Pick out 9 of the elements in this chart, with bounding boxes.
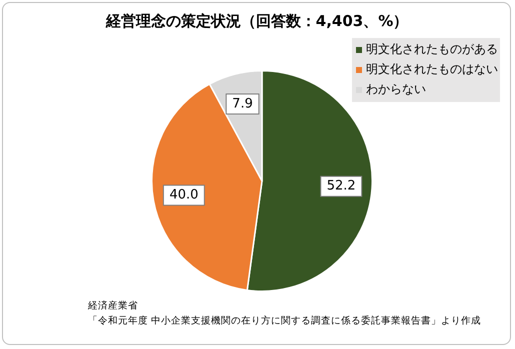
chart-title: 経営理念の策定状況（回答数：4,403、%）	[104, 12, 408, 30]
text: 「令和元年度 中小企業支援機関の在り方に関する調査に係る委託事業報告書」より作成	[88, 314, 482, 326]
data-label: 7.9	[232, 96, 253, 112]
data-label: 52.2	[326, 178, 356, 194]
legend-label: わからない	[366, 82, 426, 96]
legend-label: 明文化されたものがある	[366, 42, 498, 56]
data-label: 40.0	[169, 188, 198, 203]
legend-label: 明文化されたものはない	[366, 62, 498, 76]
text: 経済産業省	[87, 299, 138, 312]
